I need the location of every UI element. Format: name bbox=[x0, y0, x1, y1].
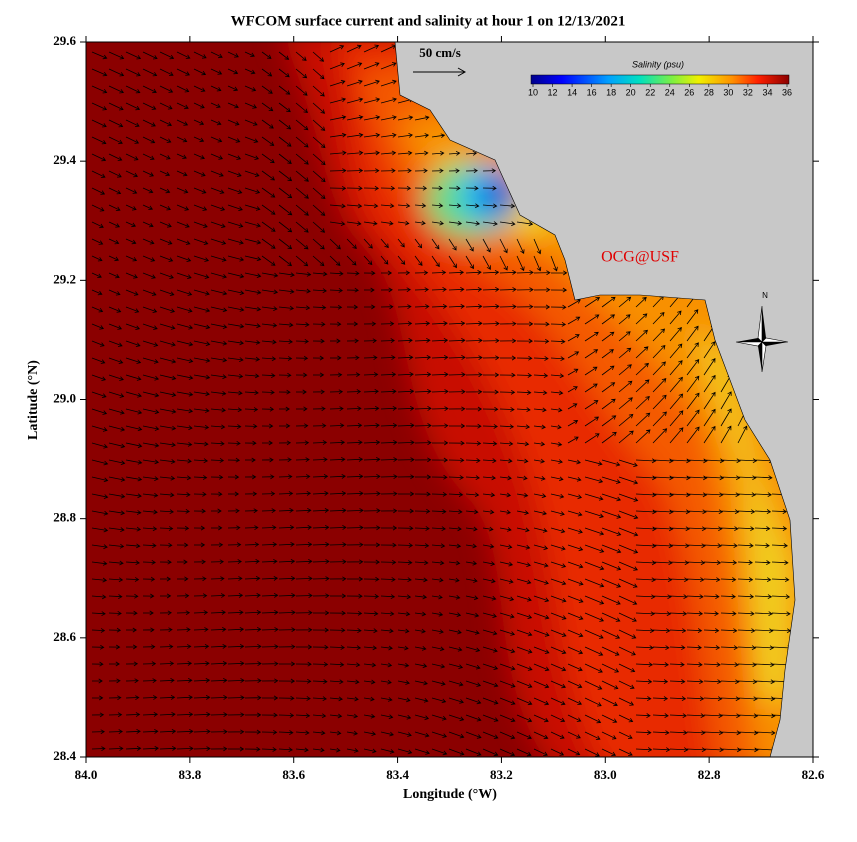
colorbar-tick-label: 20 bbox=[626, 87, 636, 97]
x-tick-label: 83.4 bbox=[386, 767, 409, 782]
colorbar-ticks: 10 12 14 16 18 20 22 24 26 28 30 32 34 36 bbox=[528, 84, 792, 97]
colorbar-tick-label: 28 bbox=[704, 87, 714, 97]
y-tick-label: 29.4 bbox=[53, 152, 76, 167]
y-tick-label: 29.6 bbox=[53, 33, 76, 48]
colorbar-tick-label: 14 bbox=[567, 87, 577, 97]
colorbar-tick-label: 36 bbox=[782, 87, 792, 97]
x-axis-label: Longitude (°W) bbox=[403, 787, 497, 802]
title: WFCOM surface current and salinity at ho… bbox=[231, 13, 626, 29]
y-tick-label: 29.2 bbox=[53, 271, 76, 286]
axes: 84.0 83.8 83.6 83.4 83.2 83.0 82.8 82.6 28.4 28.6… bbox=[53, 33, 825, 782]
colorbar-title: Salinity (psu) bbox=[632, 59, 684, 69]
colorbar-tick-label: 30 bbox=[723, 87, 733, 97]
x-tick-label: 82.8 bbox=[698, 767, 721, 782]
current-vectors bbox=[91, 44, 793, 757]
colorbar-tick-label: 26 bbox=[684, 87, 694, 97]
y-tick-label: 29.0 bbox=[53, 390, 76, 405]
colorbar-tick-label: 24 bbox=[665, 87, 675, 97]
colorbar-tick-label: 12 bbox=[548, 87, 558, 97]
colorbar-tick-label: 16 bbox=[587, 87, 597, 97]
colorbar-tick-label: 22 bbox=[645, 87, 655, 97]
x-tick-label: 83.2 bbox=[490, 767, 513, 782]
x-tick-label: 83.0 bbox=[594, 767, 617, 782]
colorbar bbox=[530, 74, 790, 85]
compass-rose bbox=[735, 305, 789, 373]
colorbar-tick-label: 32 bbox=[743, 87, 753, 97]
x-tick-label: 82.6 bbox=[802, 767, 825, 782]
colorbar-tick-label: 34 bbox=[762, 87, 772, 97]
x-tick-label: 84.0 bbox=[75, 767, 98, 782]
compass-label: N bbox=[762, 291, 768, 300]
y-tick-label: 28.6 bbox=[53, 629, 76, 644]
colorbar-tick-label: 10 bbox=[528, 87, 538, 97]
colorbar-tick-label: 18 bbox=[606, 87, 616, 97]
y-axis-label: Latitude (°N) bbox=[26, 360, 41, 440]
watermark: OCG@USF bbox=[601, 249, 679, 266]
y-tick-label: 28.4 bbox=[53, 748, 76, 763]
scale-arrow bbox=[413, 67, 467, 77]
land bbox=[394, 42, 813, 757]
map-field bbox=[86, 42, 813, 757]
y-tick-label: 28.8 bbox=[53, 510, 76, 525]
x-tick-label: 83.6 bbox=[282, 767, 305, 782]
x-tick-label: 83.8 bbox=[178, 767, 201, 782]
scale-label: 50 cm/s bbox=[419, 45, 461, 60]
